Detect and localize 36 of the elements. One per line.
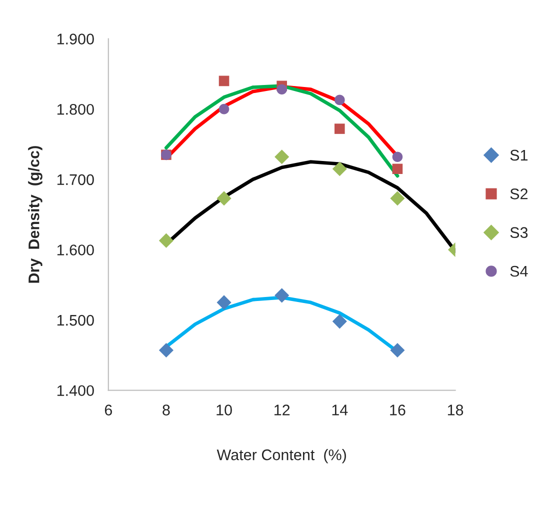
x-tick-label: 18 xyxy=(448,404,464,416)
point xyxy=(334,124,345,134)
point xyxy=(216,191,232,206)
point xyxy=(216,295,232,310)
x-tick-label: 6 xyxy=(104,404,112,416)
legend-label: S4 xyxy=(510,266,528,277)
point xyxy=(158,342,174,358)
legend-label: S1 xyxy=(510,150,528,161)
point xyxy=(392,152,403,162)
point xyxy=(390,191,405,206)
legend-label: S3 xyxy=(510,227,528,238)
y-tick-label: 1.400 xyxy=(57,385,94,396)
point xyxy=(332,162,347,176)
point xyxy=(274,288,290,303)
point xyxy=(218,76,230,86)
point xyxy=(334,94,345,106)
x-tick-label: 10 xyxy=(216,404,232,416)
y-axis-title: Dry Density (g/cc) xyxy=(28,146,42,283)
y-tick-label: 1.800 xyxy=(57,104,94,115)
point xyxy=(276,84,287,95)
point xyxy=(390,342,405,358)
legend-label: S2 xyxy=(510,188,528,200)
x-tick-label: 12 xyxy=(274,404,290,416)
point xyxy=(274,150,290,164)
x-axis-title: Water Content (%) xyxy=(216,449,346,464)
point xyxy=(158,233,174,248)
point xyxy=(218,104,230,114)
x-tick-label: 14 xyxy=(332,404,348,416)
y-tick-label: 1.500 xyxy=(57,314,94,326)
x-tick-label: 8 xyxy=(162,404,170,416)
point xyxy=(332,314,347,329)
y-tick-label: 1.600 xyxy=(57,244,94,256)
y-tick-label: 1.900 xyxy=(57,34,94,44)
x-tick-label: 16 xyxy=(390,404,406,416)
point xyxy=(392,164,403,174)
y-tick-label: 1.700 xyxy=(57,174,94,186)
